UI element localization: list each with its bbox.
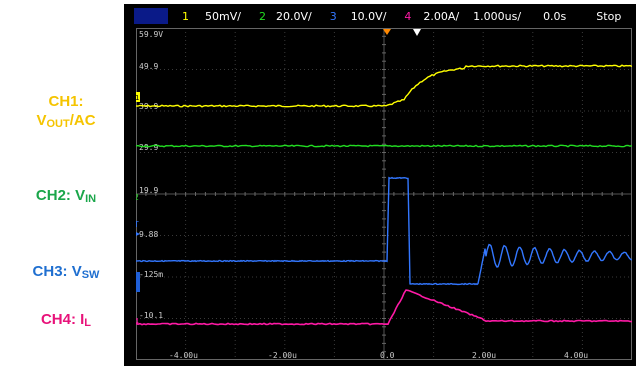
scope-status-bar: 1 50mV/ 2 20.0V/ 3 10.0V/ 4 2.00A/ 1.000… — [124, 4, 636, 28]
ch1-label-line2: VOUT/AC — [10, 111, 122, 134]
ch2-label-sub: IN — [85, 193, 97, 205]
level-label-19-9: 19.9 — [139, 186, 158, 195]
level-label-59-9: 59.9V — [139, 30, 163, 39]
level-label-neg-10-1: -10.1 — [139, 311, 163, 320]
ch3-label-sub: SW — [81, 269, 100, 281]
level-label-neg-125m: -125m — [139, 270, 163, 279]
ch2-label: CH2: VIN — [10, 186, 122, 209]
ch4-label: CH4: IL — [10, 310, 122, 333]
ch1-number[interactable]: 1 — [182, 9, 189, 23]
ch2-scale[interactable]: 20.0V/ — [275, 9, 312, 23]
delay-setting[interactable]: 0.0s — [543, 9, 567, 23]
scope-logo-block — [134, 8, 168, 24]
ch1-label-line1: CH1: — [48, 93, 84, 110]
ch3-number[interactable]: 3 — [329, 9, 337, 23]
ch3-label: CH3: VSW — [10, 262, 122, 285]
ch3-scale[interactable]: 10.0V/ — [350, 9, 387, 23]
time-label-0: 0.0 — [380, 351, 395, 360]
ch1-scale[interactable]: 50mV/ — [205, 9, 241, 23]
ch1-label: CH1: VOUT/AC — [10, 92, 122, 134]
ch3-vsw-trace — [136, 176, 632, 286]
ch4-ground-marker[interactable]: 4 — [136, 317, 139, 326]
ch1-label-rest: /AC — [69, 112, 96, 129]
level-label-49-9: 49.9 — [139, 62, 158, 71]
ch4-label-sub: L — [84, 317, 92, 329]
svg-text:T: T — [136, 220, 139, 229]
ch3-label-main: CH3: V — [32, 263, 82, 280]
level-label-29-9: 29.9 — [139, 143, 158, 152]
ch1-label-v: V — [36, 112, 47, 129]
svg-text:4: 4 — [136, 317, 139, 326]
waveform-screen: 59.9V 49.9 39.9 29.9 19.9 9.88 -125m -10… — [136, 28, 632, 360]
ch4-il-trace — [136, 289, 632, 326]
svg-text:2: 2 — [136, 193, 139, 202]
ch2-vin-trace — [136, 144, 632, 148]
run-state[interactable]: Stop — [596, 9, 622, 23]
ch4-scale[interactable]: 2.00A/ — [423, 9, 460, 23]
svg-text:1: 1 — [136, 94, 139, 102]
delay-marker — [413, 29, 421, 36]
ch2-number[interactable]: 2 — [258, 9, 266, 23]
level-label-9-88: 9.88 — [139, 230, 158, 239]
ch3-ground-marker[interactable]: 3 — [136, 272, 140, 292]
ch2-ground-marker[interactable]: 2 — [136, 193, 139, 202]
ch1-vout-ac-trace — [136, 64, 632, 108]
oscilloscope-display: 1 50mV/ 2 20.0V/ 3 10.0V/ 4 2.00A/ 1.000… — [124, 4, 636, 366]
time-label-neg-4us: -4.00u — [169, 351, 198, 360]
ch1-ground-marker[interactable]: 1 — [136, 92, 140, 102]
ch4-number[interactable]: 4 — [404, 9, 412, 23]
ch4-label-main: CH4: I — [40, 311, 85, 328]
time-label-neg-2us: -2.00u — [268, 351, 297, 360]
trigger-position-marker[interactable] — [383, 29, 391, 35]
trigger-level-marker[interactable]: T — [136, 220, 140, 237]
ch2-label-main: CH2: V — [35, 187, 86, 204]
time-label-2us: 2.00u — [472, 351, 496, 360]
ch1-label-sub: OUT — [46, 118, 70, 130]
timebase-setting[interactable]: 1.000us/ — [473, 9, 522, 23]
time-label-4us: 4.00u — [564, 351, 588, 360]
graticule — [136, 28, 632, 360]
